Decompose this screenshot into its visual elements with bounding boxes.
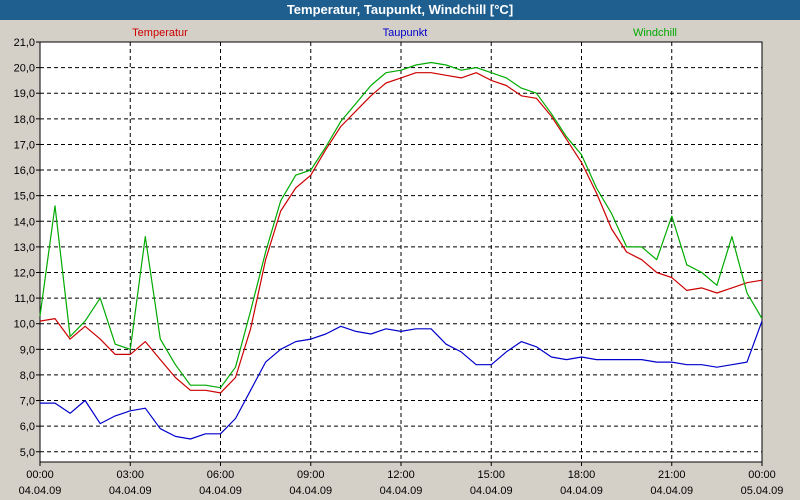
x-tick-time: 09:00	[297, 469, 325, 481]
y-tick-label: 20,0	[14, 63, 35, 75]
y-tick-label: 21,0	[14, 37, 35, 49]
y-axis-ticks: 5,0 6,0 7,0 8,0 9,0 10,0 11,0 12,0 13,0 14,0 15,0 1…	[14, 37, 40, 459]
legend-temperatur: Temperatur	[132, 27, 188, 39]
y-tick-label: 17,0	[14, 139, 35, 151]
y-tick-label: 15,0	[14, 191, 35, 203]
legend-windchill: Windchill	[633, 27, 677, 39]
window-title: Temperatur, Taupunkt, Windchill [°C]	[0, 0, 800, 20]
y-tick-label: 19,0	[14, 88, 35, 100]
legend: Temperatur Taupunkt Windchill	[132, 27, 677, 39]
x-tick-time: 00:00	[748, 469, 776, 481]
x-tick-time: 21:00	[658, 469, 686, 481]
y-tick-label: 16,0	[14, 165, 35, 177]
y-tick-label: 12,0	[14, 267, 35, 279]
x-tick-time: 12:00	[387, 469, 415, 481]
series-line-temperatur	[39, 72, 763, 394]
y-tick-label: 11,0	[14, 293, 35, 305]
x-tick-time: 03:00	[116, 469, 144, 481]
legend-taupunkt: Taupunkt	[383, 27, 428, 39]
x-tick-date: 04.04.09	[560, 485, 603, 497]
gridlines	[40, 42, 762, 462]
x-tick-time: 00:00	[26, 469, 54, 481]
y-tick-label: 14,0	[14, 216, 35, 228]
x-tick-date: 04.04.09	[109, 485, 152, 497]
x-tick-date: 04.04.09	[19, 485, 62, 497]
x-tick-time: 18:00	[568, 469, 596, 481]
x-tick-date: 04.04.09	[380, 485, 423, 497]
y-tick-label: 8,0	[20, 370, 35, 382]
x-tick-date: 04.04.09	[470, 485, 513, 497]
y-tick-label: 13,0	[14, 242, 35, 254]
x-tick-date: 04.04.09	[650, 485, 693, 497]
x-tick-date: 05.04.09	[741, 485, 784, 497]
y-tick-label: 18,0	[14, 114, 35, 126]
series-line-windchill	[39, 61, 763, 389]
x-tick-time: 06:00	[207, 469, 235, 481]
y-tick-label: 9,0	[20, 344, 35, 356]
series-line-taupunkt	[40, 320, 763, 440]
y-tick-label: 7,0	[20, 396, 35, 408]
y-tick-label: 5,0	[20, 447, 35, 459]
y-tick-label: 6,0	[20, 421, 35, 433]
x-tick-date: 04.04.09	[289, 485, 332, 497]
x-axis-ticks: 00:00 04.04.09 03:00 04.04.09 06:00 04.04.09 0…	[19, 462, 784, 497]
x-tick-date: 04.04.09	[199, 485, 242, 497]
y-tick-label: 10,0	[14, 319, 35, 331]
x-tick-time: 15:00	[477, 469, 505, 481]
data-series	[39, 61, 763, 440]
